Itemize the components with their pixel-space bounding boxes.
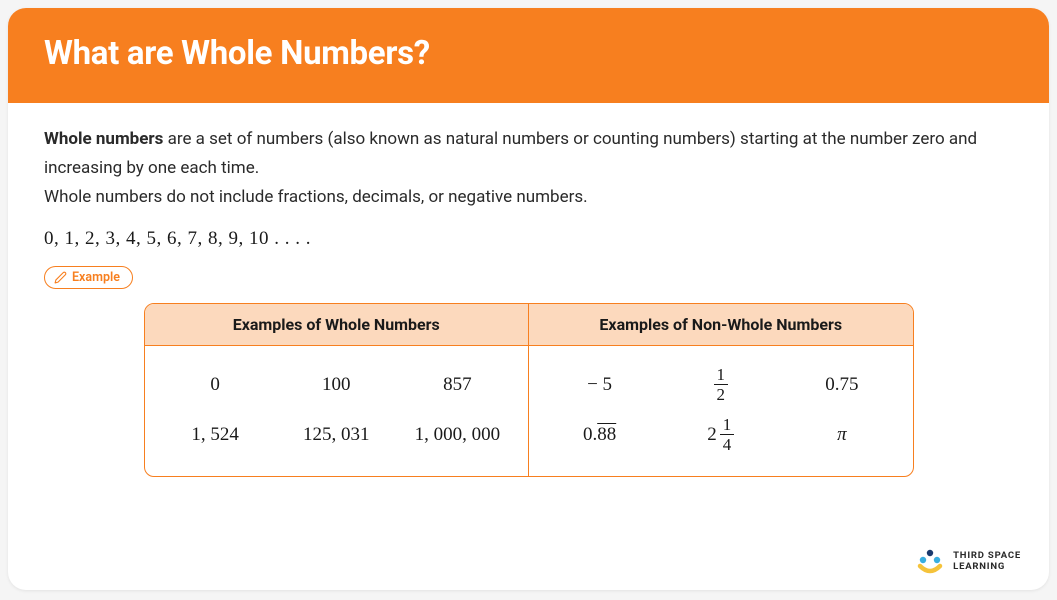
example-badge: Example (44, 266, 133, 289)
nonwhole-cell: π (781, 424, 902, 446)
nonwhole-cell: 0.88 (539, 424, 660, 446)
card-title: What are Whole Numbers? (44, 34, 1013, 73)
intro-rest: are a set of numbers (also known as natu… (44, 129, 977, 178)
column-header-nonwhole: Examples of Non-Whole Numbers (529, 304, 913, 345)
whole-cell: 100 (276, 374, 397, 396)
nonwhole-cell: 1 2 (660, 366, 781, 403)
examples-table: Examples of Whole Numbers Examples of No… (144, 303, 914, 477)
non-whole-numbers-column: − 5 1 2 0.75 0.88 (529, 346, 913, 476)
table-row: 1, 524 125, 031 1, 000, 000 (155, 410, 519, 460)
whole-cell: 125, 031 (276, 424, 397, 446)
whole-cell: 857 (397, 374, 518, 396)
number-sequence: 0, 1, 2, 3, 4, 5, 6, 7, 8, 9, 10 . . . . (44, 228, 1013, 250)
whole-cell: 0 (155, 374, 276, 396)
brand-name: THIRD SPACE LEARNING (953, 550, 1021, 573)
example-label: Example (72, 270, 120, 285)
table-row: − 5 1 2 0.75 (539, 360, 903, 410)
brand-logo-icon (915, 548, 945, 574)
fraction: 1 4 (720, 416, 735, 453)
whole-cell: 1, 524 (155, 424, 276, 446)
table-body: 0 100 857 1, 524 125, 031 1, 000, 000 − … (145, 346, 913, 476)
intro-bold: Whole numbers (44, 129, 163, 149)
mixed-number: 2 1 4 (707, 416, 734, 453)
card-content: Whole numbers are a set of numbers (also… (8, 103, 1049, 497)
table-row: 0 100 857 (155, 360, 519, 410)
table-row: 0.88 2 1 4 π (539, 410, 903, 460)
nonwhole-cell: − 5 (539, 374, 660, 396)
nonwhole-cell: 0.75 (781, 374, 902, 396)
pencil-icon (54, 271, 67, 284)
whole-numbers-column: 0 100 857 1, 524 125, 031 1, 000, 000 (145, 346, 530, 476)
lesson-card: What are Whole Numbers? Whole numbers ar… (8, 8, 1049, 590)
column-header-whole: Examples of Whole Numbers (145, 304, 530, 345)
table-header-row: Examples of Whole Numbers Examples of No… (145, 304, 913, 346)
intro-line2: Whole numbers do not include fractions, … (44, 187, 588, 207)
fraction: 1 2 (714, 366, 729, 403)
brand-footer: THIRD SPACE LEARNING (915, 548, 1021, 574)
card-header: What are Whole Numbers? (8, 8, 1049, 103)
intro-text: Whole numbers are a set of numbers (also… (44, 125, 1013, 212)
nonwhole-cell: 2 1 4 (660, 416, 781, 453)
whole-cell: 1, 000, 000 (397, 424, 518, 446)
